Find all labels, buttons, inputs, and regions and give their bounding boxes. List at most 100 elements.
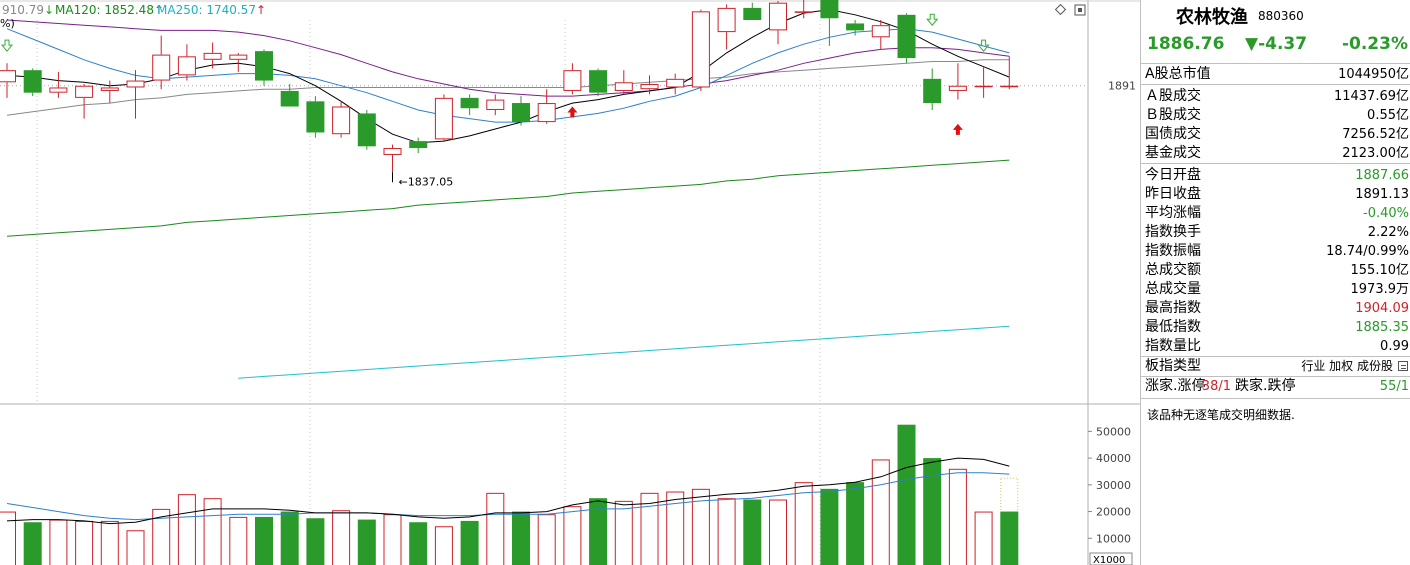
candle-body [49, 87, 68, 93]
quote-row-value: -0.40% [1363, 206, 1409, 221]
volume-bar [640, 492, 659, 565]
type-label: 板指类型 [1145, 358, 1201, 374]
list-icon[interactable] [1398, 361, 1408, 371]
candle [717, 4, 736, 50]
candle [846, 20, 865, 36]
quote-row: 指数振幅 18.74/0.99% [1141, 242, 1410, 261]
green-down-arrow-icon [0, 39, 14, 52]
candle-body [152, 54, 171, 81]
volume-bar [563, 506, 582, 565]
quote-row-label: 总成交额 [1145, 262, 1201, 278]
volume-bar [743, 499, 762, 565]
candle-body [332, 106, 351, 135]
index-name: 农林牧渔 [1176, 7, 1248, 28]
volume-bar [383, 514, 402, 565]
candle [820, 0, 839, 46]
volume-axis-label: 40000 [1096, 452, 1131, 465]
candle [614, 70, 633, 95]
candle-body [1000, 85, 1019, 88]
volume-axis-label: 50000 [1096, 425, 1131, 438]
candle [75, 84, 94, 119]
quote-row-value: 2123.00亿 [1342, 146, 1409, 161]
candle [383, 144, 402, 173]
quote-row-value: 1885.35 [1355, 320, 1409, 335]
candle [49, 71, 68, 98]
volume-bar [357, 519, 376, 565]
candle-body [897, 14, 916, 59]
quote-row: 昨日收盘 1891.13 [1141, 185, 1410, 204]
quote-row-value: 18.74/0.99% [1326, 244, 1409, 259]
candle-body [203, 52, 222, 60]
volume-bar [486, 492, 505, 565]
ma60-line [6, 59, 1010, 116]
candle-body [409, 141, 428, 149]
candle [0, 63, 16, 98]
type-value[interactable]: 行业 加权 成份股 [1301, 359, 1393, 373]
kline-chart[interactable]: 1891 50000 40000 30000 20000 10000 X1000 ←1837… [0, 0, 1140, 565]
candle [152, 35, 171, 90]
diamond-icon[interactable] [1054, 3, 1067, 16]
limit-up-value: 38/1 [1201, 379, 1231, 394]
candle [460, 94, 479, 116]
volume-unit-box [1089, 552, 1133, 565]
quote-panel: 农林牧渔 880360 1886.76 ▼-4.37 -0.23% A股总市值 1… [1140, 0, 1410, 565]
legend-fragment: %) [0, 17, 15, 30]
volume-bar [923, 458, 942, 565]
signal-markers [0, 13, 990, 183]
green-down-arrow-icon [977, 39, 990, 52]
square-icon[interactable] [1074, 4, 1086, 16]
candle [1000, 56, 1019, 90]
volume-bar [255, 516, 273, 565]
candle-body [691, 11, 710, 88]
low-price-annotation: ←1837.05 [399, 175, 454, 188]
candle-body [974, 85, 993, 88]
candle [357, 109, 376, 150]
candle [794, 0, 813, 19]
candle-body [563, 70, 582, 91]
candle-body [357, 113, 376, 147]
quote-row-label: 国债成交 [1145, 126, 1201, 142]
candle-body [126, 80, 145, 88]
quote-row-label: 最低指数 [1145, 319, 1201, 335]
price-change: ▼-4.37 [1245, 34, 1308, 54]
volume-bar [537, 514, 556, 565]
limit-down-value: 55/1 [1379, 379, 1409, 394]
legend-ma120: MA120: 1852.48↑ [55, 3, 164, 17]
quote-row-value: 1891.13 [1355, 187, 1409, 202]
candle-body [589, 70, 608, 93]
quote-row: Ａ股成交 11437.69亿 [1141, 87, 1410, 106]
quote-row-value: 2.22% [1367, 225, 1409, 240]
volume-bar [152, 508, 171, 565]
candle [640, 75, 659, 95]
quote-row-value: 11437.69亿 [1333, 89, 1409, 104]
candle [743, 2, 762, 20]
volume-bar [846, 482, 865, 565]
candle [666, 73, 685, 95]
candle-body [640, 84, 659, 90]
quote-row: 总成交额 155.10亿 [1141, 261, 1410, 280]
volume-bar [948, 468, 967, 565]
candle [974, 66, 993, 98]
candle [100, 80, 119, 104]
volume-bar [769, 499, 787, 565]
green-down-arrow-icon [926, 13, 939, 26]
percent-change: -0.23% [1341, 34, 1408, 54]
candle-body [743, 7, 762, 20]
moving-average-lines [6, 9, 1010, 379]
candle-body [820, 0, 839, 19]
quote-row: 指数量比 0.99 [1141, 337, 1410, 356]
volume-ma-lines [6, 457, 1010, 525]
volume-bars [0, 424, 1019, 565]
ma120-line [6, 159, 1010, 237]
candle [255, 49, 273, 86]
volume-bar [666, 491, 685, 565]
candle [948, 63, 967, 100]
price-axis-label: 1891 [1108, 80, 1136, 93]
candle-body [177, 56, 196, 76]
volume-bar [49, 519, 68, 565]
limit-down-label: 跌家.跌停 [1235, 378, 1296, 394]
candle-body [460, 97, 479, 109]
candle [332, 101, 351, 138]
volume-bar [75, 520, 94, 565]
candle-body [537, 103, 556, 123]
